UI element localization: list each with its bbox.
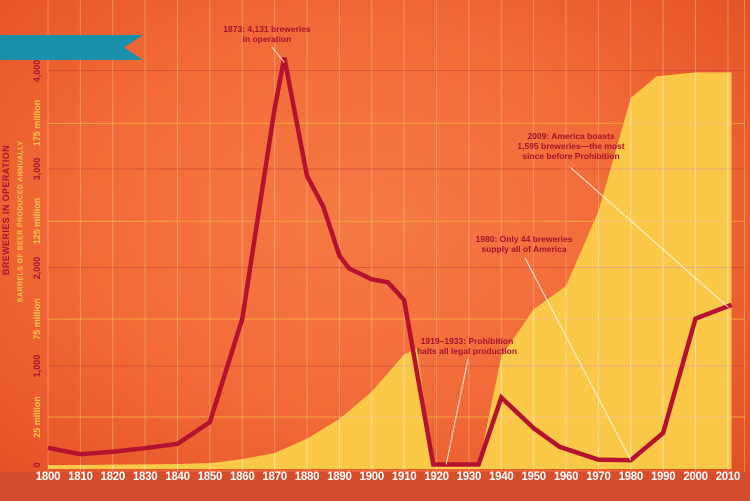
x-tick-label-1960: 1960 [553,471,579,483]
leader-line-prohibition [445,358,469,465]
annotation-line: supply all of America [481,244,567,254]
barrels-area [48,72,732,470]
x-tick-label-1810: 1810 [68,471,93,483]
annotation-line: 1,595 breweries—the most [517,141,625,151]
x-tick-label-1910: 1910 [391,471,417,483]
x-tick-label-1800: 1800 [35,471,61,483]
x-tick-label-1820: 1820 [100,471,126,483]
barrels-axis-title: BARRELS OF BEER PRODUCED ANNUALLY [17,140,24,303]
x-tick-label-1880: 1880 [294,471,320,483]
annotation-line: 1919–1933: Prohibition [420,336,514,346]
x-tick-label-1940: 1940 [489,471,514,483]
annotation-line: 1980: Only 44 breweries [475,234,573,244]
x-tick-label-1950: 1950 [521,471,546,483]
x-tick-label-1970: 1970 [586,471,611,483]
y-tick-barrels-75: 75 million [31,298,42,340]
x-tick-label-1990: 1990 [650,471,676,483]
x-tick-label-1830: 1830 [132,471,158,483]
x-tick-label-1870: 1870 [262,471,287,483]
breweries-line [47,57,733,467]
annotation-line: halts all legal production [416,346,518,356]
annotation-prohibition: 1919–1933: Prohibition halts all legal pr… [362,336,572,356]
leader-line-only44 [524,257,632,461]
y-tick-barrels-175: 175 million [31,100,42,147]
x-tick-label-1840: 1840 [165,471,190,483]
annotation-line: since before Prohibition [522,151,620,161]
x-tick-label-1920: 1920 [424,471,449,483]
title-ribbon [0,35,143,60]
gridlines [47,0,745,472]
annotation-line: 2009: America boasts [527,131,615,141]
x-tick-label-1890: 1890 [327,471,352,483]
leader-lines [271,46,729,465]
annotation-boast2009: 2009: America boasts 1,595 breweries—the … [466,131,676,161]
x-tick-label-2000: 2000 [683,471,708,483]
leader-line-boast2009 [569,166,729,308]
y-tick-barrels-25: 25 million [31,396,42,438]
x-tick-label-1860: 1860 [230,471,255,483]
x-tick-label-2010: 2010 [715,471,741,483]
y-tick-barrels-125: 125 million [31,197,42,245]
x-tick-label-1850: 1850 [197,471,223,483]
annotation-peak1873: 1873: 4,131 breweries in operation [162,24,372,44]
breweries-axis-title: BREWERIES IN OPERATION [1,144,11,276]
leader-line-peak1873 [271,46,285,63]
annotation-line: in operation [242,34,292,44]
annotation-only44: 1980: Only 44 breweries supply all of Ame… [419,234,629,254]
x-tick-label-1930: 1930 [456,471,482,483]
x-axis-band [0,472,750,501]
x-tick-label-1900: 1900 [359,471,385,483]
annotation-line: 1873: 4,131 breweries [223,24,311,34]
x-tick-label-1980: 1980 [618,471,644,483]
